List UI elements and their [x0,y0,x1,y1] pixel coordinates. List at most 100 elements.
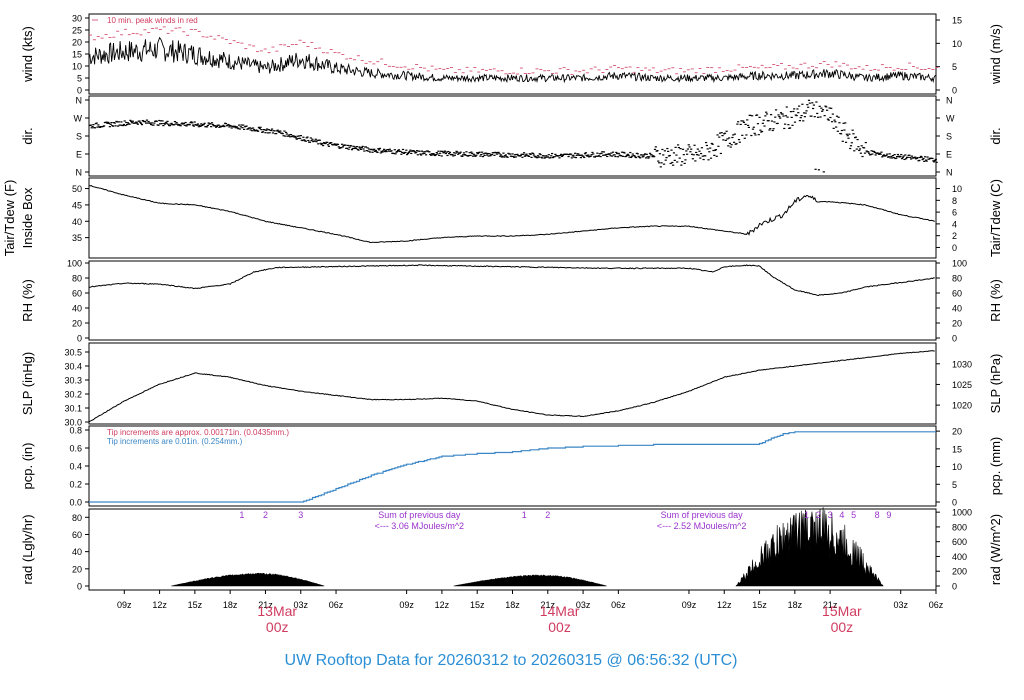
radiation-area [171,572,325,587]
hour-mark-label: 5 [851,510,856,520]
wind-speed-line [88,36,937,84]
y-tick-label-right: 10 [952,184,962,194]
y-tick-label: 20 [72,38,82,48]
day-hour-label: 00z [266,619,289,635]
x-tick-label: 18z [788,600,803,610]
rh-line [88,264,935,297]
y-tick-label: 15 [72,50,82,60]
x-tick-label: 18z [505,600,520,610]
y-tick-label-right: W [946,114,955,124]
y-tick-label-right: 100 [952,259,967,269]
y-tick-label: 45 [72,200,82,210]
x-tick-label: 03z [893,600,908,610]
x-tick-label: 09z [117,600,132,610]
day-sum-value: <--- 3.06 MJoules/m^2 [375,521,465,531]
precip-note-red: Tip increments are approx. 0.00171in. (0… [107,428,289,437]
day-hour-label: 00z [548,619,571,635]
y-tick-label: 20 [72,564,82,574]
y-tick-label: 60 [72,289,82,299]
x-tick-label: 15z [752,600,767,610]
y-tick-label: 5 [77,74,82,84]
precip-note-blue: Tip increments are 0.01in. (0.254mm.) [107,437,243,446]
y-tick-label: 30.0 [64,418,82,428]
panel-frame [88,260,937,341]
y-tick-label-right: 600 [952,537,967,547]
y-tick-label-right: 0 [952,86,957,96]
y-tick-label: W [74,114,83,124]
day-date-label: 14Mar [540,603,580,619]
y-axis-label-right: Tair/Tdew (C) [988,179,1003,257]
y-tick-label-right: 10 [952,39,962,49]
y-axis-label: RH (%) [20,279,35,322]
precip-line [89,431,936,503]
day-date-label: 13Mar [257,603,297,619]
x-tick-label: 12z [717,600,732,610]
y-tick-label-right: 1025 [952,380,972,390]
day-hour-label: 00z [831,619,854,635]
y-tick-label-right: E [946,150,952,160]
y-tick-label-right: 0 [952,243,957,253]
hour-mark-label: 1 [239,510,244,520]
y-tick-label: 0.6 [69,444,82,454]
y-tick-label: N [76,168,83,178]
y-tick-label: S [76,132,82,142]
panel-frame [88,13,937,95]
y-tick-label-right: 20 [952,319,962,329]
radiation-area [735,507,884,587]
y-tick-label-right: 400 [952,552,967,562]
x-tick-label: 21z [258,600,273,610]
temperature-line [88,185,935,244]
y-tick-label-right: 8 [952,196,957,206]
y-tick-label: 80 [72,274,82,284]
hour-mark-label: 8 [875,510,880,520]
x-tick-label: 21z [541,600,556,610]
x-tick-label: 03z [576,600,591,610]
footer-title: UW Rooftop Data for 20260312 to 20260315… [285,652,738,669]
y-tick-label: 0 [77,582,82,592]
y-tick-label: 30.5 [64,348,82,358]
panel-frame [88,177,937,259]
y-axis-label: Tair/Tdew (F) [2,180,17,257]
y-tick-label-right: 10 [952,462,962,472]
y-tick-label-right: 1030 [952,359,972,369]
y-tick-label-right: 200 [952,567,967,577]
y-tick-label: N [76,96,83,106]
x-tick-label: 12z [152,600,167,610]
x-tick-label: 15z [188,600,203,610]
y-axis-label: Inside Box [20,187,35,248]
y-axis-label-right: rad (W/m^2) [988,514,1003,585]
y-tick-label-right: 1000 [952,508,972,518]
y-tick-label-right: S [946,132,952,142]
y-tick-label-right: 6 [952,208,957,218]
x-tick-label: 18z [223,600,238,610]
y-tick-label-right: 60 [952,289,962,299]
y-tick-label: 0.2 [69,480,82,490]
y-tick-label: 100 [67,259,82,269]
y-tick-label: E [76,150,82,160]
hour-mark-label: 1 [522,510,527,520]
y-axis-label: wind (kts) [20,26,35,83]
x-tick-label: 06z [329,600,344,610]
hour-mark-label: 3 [828,510,833,520]
y-tick-label-right: 1020 [952,401,972,411]
y-tick-label-right: N [946,168,953,178]
hour-mark-label: 2 [816,510,821,520]
x-tick-label: 09z [682,600,697,610]
y-axis-label: rad (Lgly/hr) [20,514,35,584]
panel-frame [88,95,937,177]
hour-mark-label: 1 [804,510,809,520]
y-tick-label-right: 20 [952,427,962,437]
y-tick-label-right: 5 [952,480,957,490]
radiation-area [453,574,607,587]
y-tick-label: 10 [72,62,82,72]
y-axis-label-right: SLP (hPa) [988,354,1003,414]
y-tick-label-right: 40 [952,304,962,314]
x-tick-label: 06z [929,600,944,610]
y-tick-label-right: 0 [952,334,957,344]
x-tick-label: 03z [293,600,308,610]
y-tick-label: 0.8 [69,426,82,436]
hour-mark-label: 4 [839,510,844,520]
x-tick-label: 09z [399,600,414,610]
y-tick-label: 30 [72,14,82,24]
